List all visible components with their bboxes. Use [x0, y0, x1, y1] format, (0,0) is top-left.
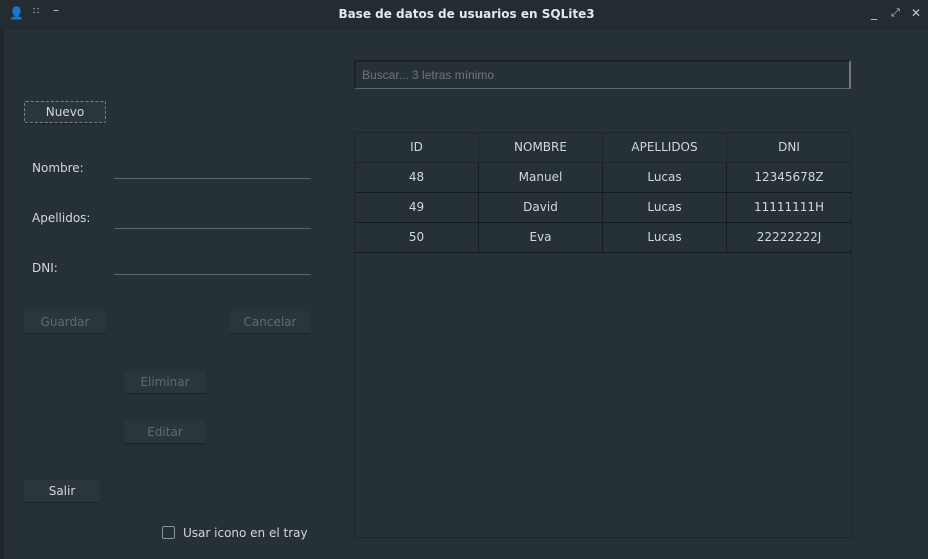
header-apellidos[interactable]: APELLIDOS — [603, 133, 727, 162]
background-edge — [0, 29, 4, 559]
grid-icon[interactable]: ∷ — [33, 6, 40, 17]
table-row[interactable]: 49 David Lucas 11111111H — [355, 193, 851, 223]
table-row[interactable]: 50 Eva Lucas 22222222J — [355, 223, 851, 253]
salir-button[interactable]: Salir — [24, 480, 100, 502]
cancelar-button[interactable]: Cancelar — [229, 311, 311, 333]
eliminar-button[interactable]: Eliminar — [124, 371, 206, 393]
close-icon[interactable]: ✕ — [911, 6, 922, 20]
cell-apellidos[interactable]: Lucas — [603, 193, 727, 222]
cell-dni[interactable]: 11111111H — [753, 200, 825, 214]
maximize-icon[interactable]: ⤢ — [891, 6, 900, 19]
minimize-small-icon[interactable]: – — [53, 3, 59, 17]
dni-input[interactable] — [114, 274, 311, 275]
cell-nombre[interactable]: Eva — [479, 223, 603, 252]
guardar-button[interactable]: Guardar — [24, 311, 106, 333]
users-table: ID NOMBRE APELLIDOS DNI 48 Manuel Lucas … — [354, 132, 852, 538]
nombre-label: Nombre: — [32, 161, 84, 175]
cell-nombre[interactable]: Manuel — [479, 163, 603, 192]
cell-id[interactable]: 50 — [355, 223, 479, 252]
cell-apellidos[interactable]: Lucas — [603, 163, 727, 192]
nombre-input[interactable] — [114, 178, 311, 179]
cell-id[interactable]: 49 — [355, 193, 479, 222]
header-id[interactable]: ID — [355, 133, 479, 162]
cell-dni[interactable]: 22222222J — [756, 230, 822, 244]
editar-button[interactable]: Editar — [124, 421, 206, 443]
apellidos-label: Apellidos: — [32, 211, 91, 225]
table-row[interactable]: 48 Manuel Lucas 12345678Z — [355, 163, 851, 193]
tray-label[interactable]: Usar icono en el tray — [183, 526, 308, 540]
cell-apellidos[interactable]: Lucas — [603, 223, 727, 252]
nuevo-button[interactable]: Nuevo — [24, 101, 106, 123]
minimize-icon[interactable]: _ — [871, 6, 877, 20]
cell-nombre[interactable]: David — [479, 193, 603, 222]
header-dni[interactable]: DNI — [778, 140, 800, 154]
tray-checkbox[interactable] — [162, 526, 175, 539]
user-icon[interactable]: 👤 — [9, 6, 24, 20]
window-title: Base de datos de usuarios en SQLite3 — [338, 7, 595, 21]
cell-id[interactable]: 48 — [355, 163, 479, 192]
dni-label: DNI: — [32, 261, 58, 275]
search-input[interactable] — [354, 60, 851, 89]
title-bar: 👤 ∷ – Base de datos de usuarios en SQLit… — [0, 0, 928, 29]
apellidos-input[interactable] — [114, 228, 311, 229]
header-nombre[interactable]: NOMBRE — [479, 133, 603, 162]
table-header: ID NOMBRE APELLIDOS DNI — [355, 133, 851, 163]
cell-dni[interactable]: 12345678Z — [754, 170, 824, 184]
